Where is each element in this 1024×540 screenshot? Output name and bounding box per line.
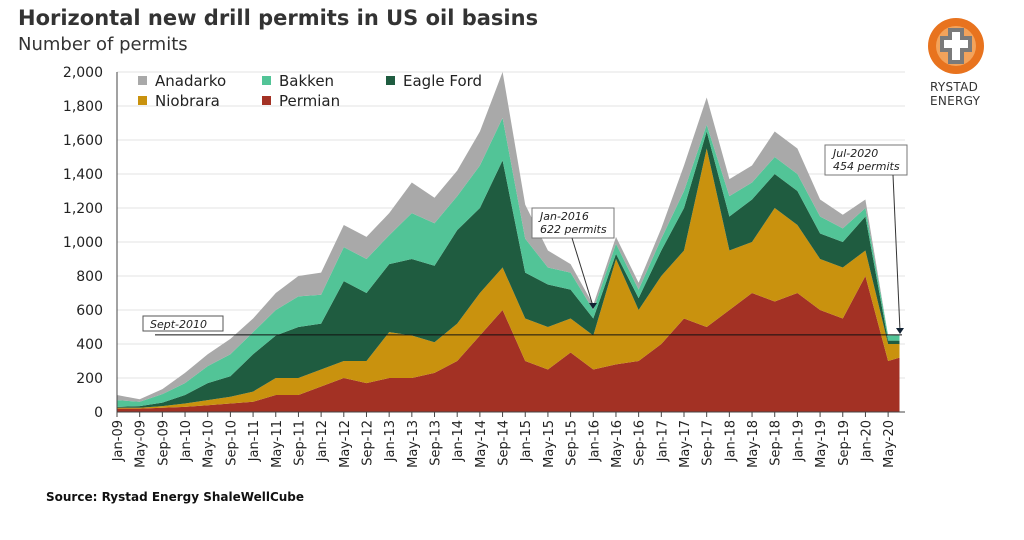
x-tick-label: Sep-11 [292,420,307,466]
y-tick-label: 800 [76,269,103,285]
chart-subtitle: Number of permits [18,34,188,55]
x-tick-label: Jan-20 [859,420,874,462]
x-tick-label: Jan-10 [179,420,194,462]
y-tick-label: 1,800 [63,99,103,115]
legend-label: Anadarko [155,72,226,90]
annotation-line1: Jul-2020 [831,147,878,160]
x-tick-label: May-12 [338,420,353,468]
legend-label: Niobrara [155,92,220,110]
legend-swatch [262,76,271,85]
source-note: Source: Rystad Energy ShaleWellCube [46,490,305,504]
legend-swatch [138,96,147,105]
y-tick-label: 600 [76,303,103,319]
x-tick-label: May-19 [814,420,829,468]
x-tick-label: May-14 [474,420,489,468]
brand-name: RYSTAD ENERGY [930,80,981,108]
annotation-line2: 454 permits [833,160,900,173]
x-tick-label: Jan-19 [791,420,806,462]
x-tick-label: May-11 [270,420,285,468]
rystad-logo [928,18,984,74]
y-tick-label: 1,200 [63,201,103,217]
x-tick-label: Jan-11 [247,420,262,462]
x-tick-label: Sep-17 [701,420,716,466]
x-tick-label: Jan-13 [383,420,398,462]
legend-swatch [138,76,147,85]
x-tick-label: Sep-16 [633,420,648,466]
x-tick-label: Jan-12 [315,420,330,462]
legend-label: Eagle Ford [403,72,482,90]
x-tick-label: May-15 [542,420,557,468]
x-tick-label: Jan-17 [655,420,670,462]
legend-swatch [386,76,395,85]
x-tick-label: May-20 [882,420,897,468]
reference-label: Sept-2010 [150,318,207,331]
reference-label-box [142,315,224,332]
area-eagle-ford [117,131,900,408]
x-tick-label: May-17 [678,420,693,468]
annotation-arrowhead [896,328,904,334]
annotation-arrow [892,174,901,332]
legend-label: Permian [279,92,340,110]
y-tick-label: 200 [76,371,103,387]
chart-title: Horizontal new drill permits in US oil b… [18,6,539,30]
x-tick-label: Sep-14 [497,420,512,466]
legend-swatch [262,96,271,105]
x-tick-label: Jan-09 [111,420,126,462]
y-tick-label: 400 [76,337,103,353]
area-permian [117,276,900,412]
x-tick-label: Sep-09 [156,420,171,466]
legend-label: Bakken [279,72,334,90]
y-tick-label: 1,600 [63,133,103,149]
x-tick-label: Sep-13 [429,420,444,466]
y-tick-label: 1,000 [63,235,103,251]
x-tick-label: Jan-15 [519,420,534,462]
x-tick-label: May-18 [746,420,761,468]
annotation-arrow [571,237,594,307]
annotation-line2: 622 permits [540,223,607,236]
annotation-box [531,207,615,239]
x-tick-label: Jan-14 [451,420,466,462]
x-tick-label: May-10 [202,420,217,468]
area-niobrara [117,148,900,409]
area-anadarko [117,72,900,402]
annotation-box [824,144,908,176]
x-tick-label: Sep-15 [565,420,580,466]
y-tick-label: 1,400 [63,167,103,183]
x-tick-label: May-13 [406,420,421,468]
area-bakken [117,117,900,407]
x-tick-label: Sep-19 [837,420,852,466]
annotation-line1: Jan-2016 [538,210,589,223]
x-tick-label: May-09 [134,420,149,468]
x-tick-label: Jan-18 [723,420,738,462]
x-tick-label: May-16 [610,420,625,468]
x-tick-label: Sep-12 [360,420,375,466]
x-tick-label: Sep-18 [769,420,784,466]
annotation-arrowhead [589,303,597,309]
x-tick-label: Sep-10 [224,420,239,466]
x-tick-label: Jan-16 [587,420,602,462]
y-tick-label: 2,000 [63,65,103,81]
y-tick-label: 0 [94,405,103,421]
